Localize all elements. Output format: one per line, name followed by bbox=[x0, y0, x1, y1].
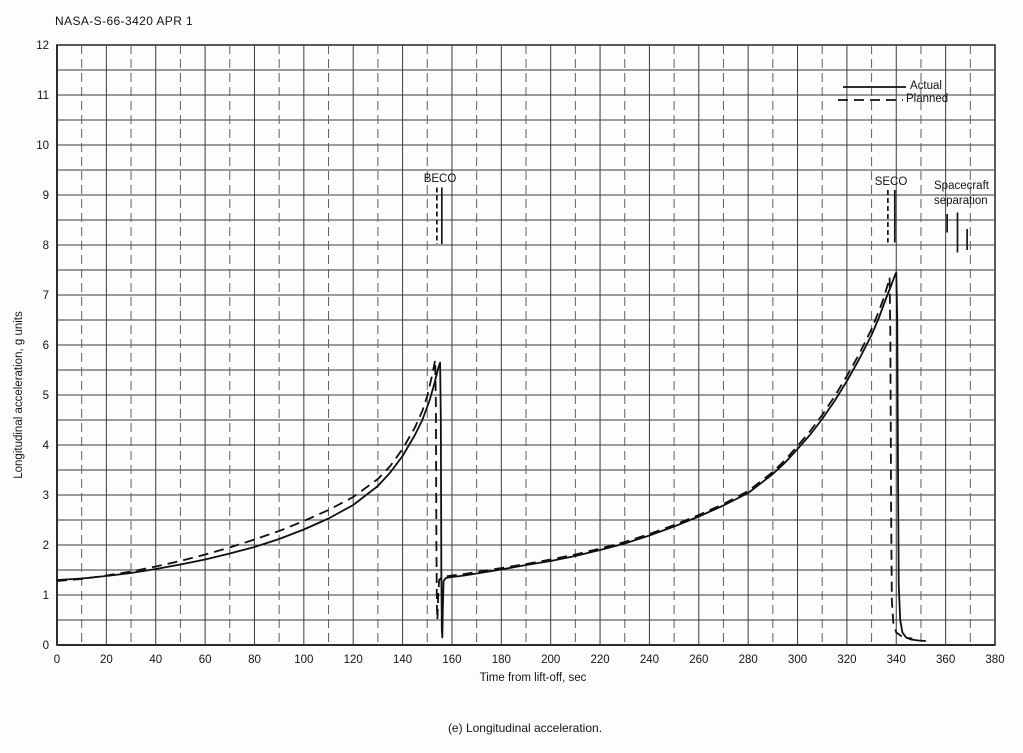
x-tick-label: 240 bbox=[640, 654, 659, 666]
document-id: NASA-S-66-3420 APR 1 bbox=[55, 14, 194, 28]
annotation-spacecraft-separation-line1: Spacecraft bbox=[934, 180, 989, 192]
y-tick-label: 1 bbox=[43, 590, 49, 602]
series-actual-curve bbox=[56, 271, 926, 642]
y-tick-label: 4 bbox=[43, 440, 50, 452]
y-tick-label: 3 bbox=[43, 490, 49, 502]
x-tick-label: 160 bbox=[442, 654, 461, 666]
y-tick-label: 6 bbox=[43, 340, 49, 352]
x-axis-title: Time from lift-off, sec bbox=[479, 672, 587, 684]
x-tick-label: 280 bbox=[739, 654, 758, 666]
y-tick-label: 2 bbox=[43, 540, 49, 552]
x-tick-label: 20 bbox=[100, 654, 113, 666]
series-planned-curve bbox=[56, 276, 913, 640]
annotation-spacecraft-separation: Spacecraft separation bbox=[934, 179, 989, 208]
x-tick-label: 120 bbox=[344, 654, 363, 666]
y-tick-label: 12 bbox=[36, 40, 49, 52]
y-tick-label: 10 bbox=[36, 140, 49, 152]
x-tick-label: 260 bbox=[689, 654, 708, 666]
legend-planned-label: Planned bbox=[906, 93, 949, 105]
x-tick-label: 100 bbox=[294, 654, 313, 666]
x-tick-label: 360 bbox=[936, 654, 955, 666]
x-tick-label: 380 bbox=[985, 654, 1004, 666]
legend-actual-label: Actual bbox=[910, 80, 942, 92]
figure-caption: (e) Longitudinal acceleration. bbox=[447, 721, 603, 735]
y-tick-label: 9 bbox=[43, 190, 49, 202]
x-tick-label: 60 bbox=[199, 654, 212, 666]
x-tick-label: 220 bbox=[590, 654, 609, 666]
y-tick-label: 11 bbox=[37, 90, 49, 102]
annotation-spacecraft-separation-line2: separation bbox=[934, 194, 988, 207]
x-tick-label: 80 bbox=[248, 654, 261, 666]
annotation-beco: BECO bbox=[423, 173, 457, 185]
annotation-seco: SECO bbox=[874, 176, 908, 188]
y-tick-label: 7 bbox=[43, 290, 49, 302]
x-tick-label: 200 bbox=[541, 654, 560, 666]
x-tick-label: 320 bbox=[837, 654, 856, 666]
x-tick-label: 300 bbox=[788, 654, 807, 666]
y-tick-label: 5 bbox=[43, 390, 49, 402]
x-tick-label: 340 bbox=[887, 654, 906, 666]
x-tick-label: 0 bbox=[54, 654, 60, 666]
x-tick-label: 140 bbox=[393, 654, 412, 666]
y-tick-label: 8 bbox=[43, 240, 49, 252]
x-tick-label: 180 bbox=[492, 654, 511, 666]
x-tick-label: 40 bbox=[149, 654, 162, 666]
y-tick-label: 0 bbox=[43, 640, 49, 652]
y-axis-title: Longitudinal acceleration, g units bbox=[13, 311, 25, 479]
